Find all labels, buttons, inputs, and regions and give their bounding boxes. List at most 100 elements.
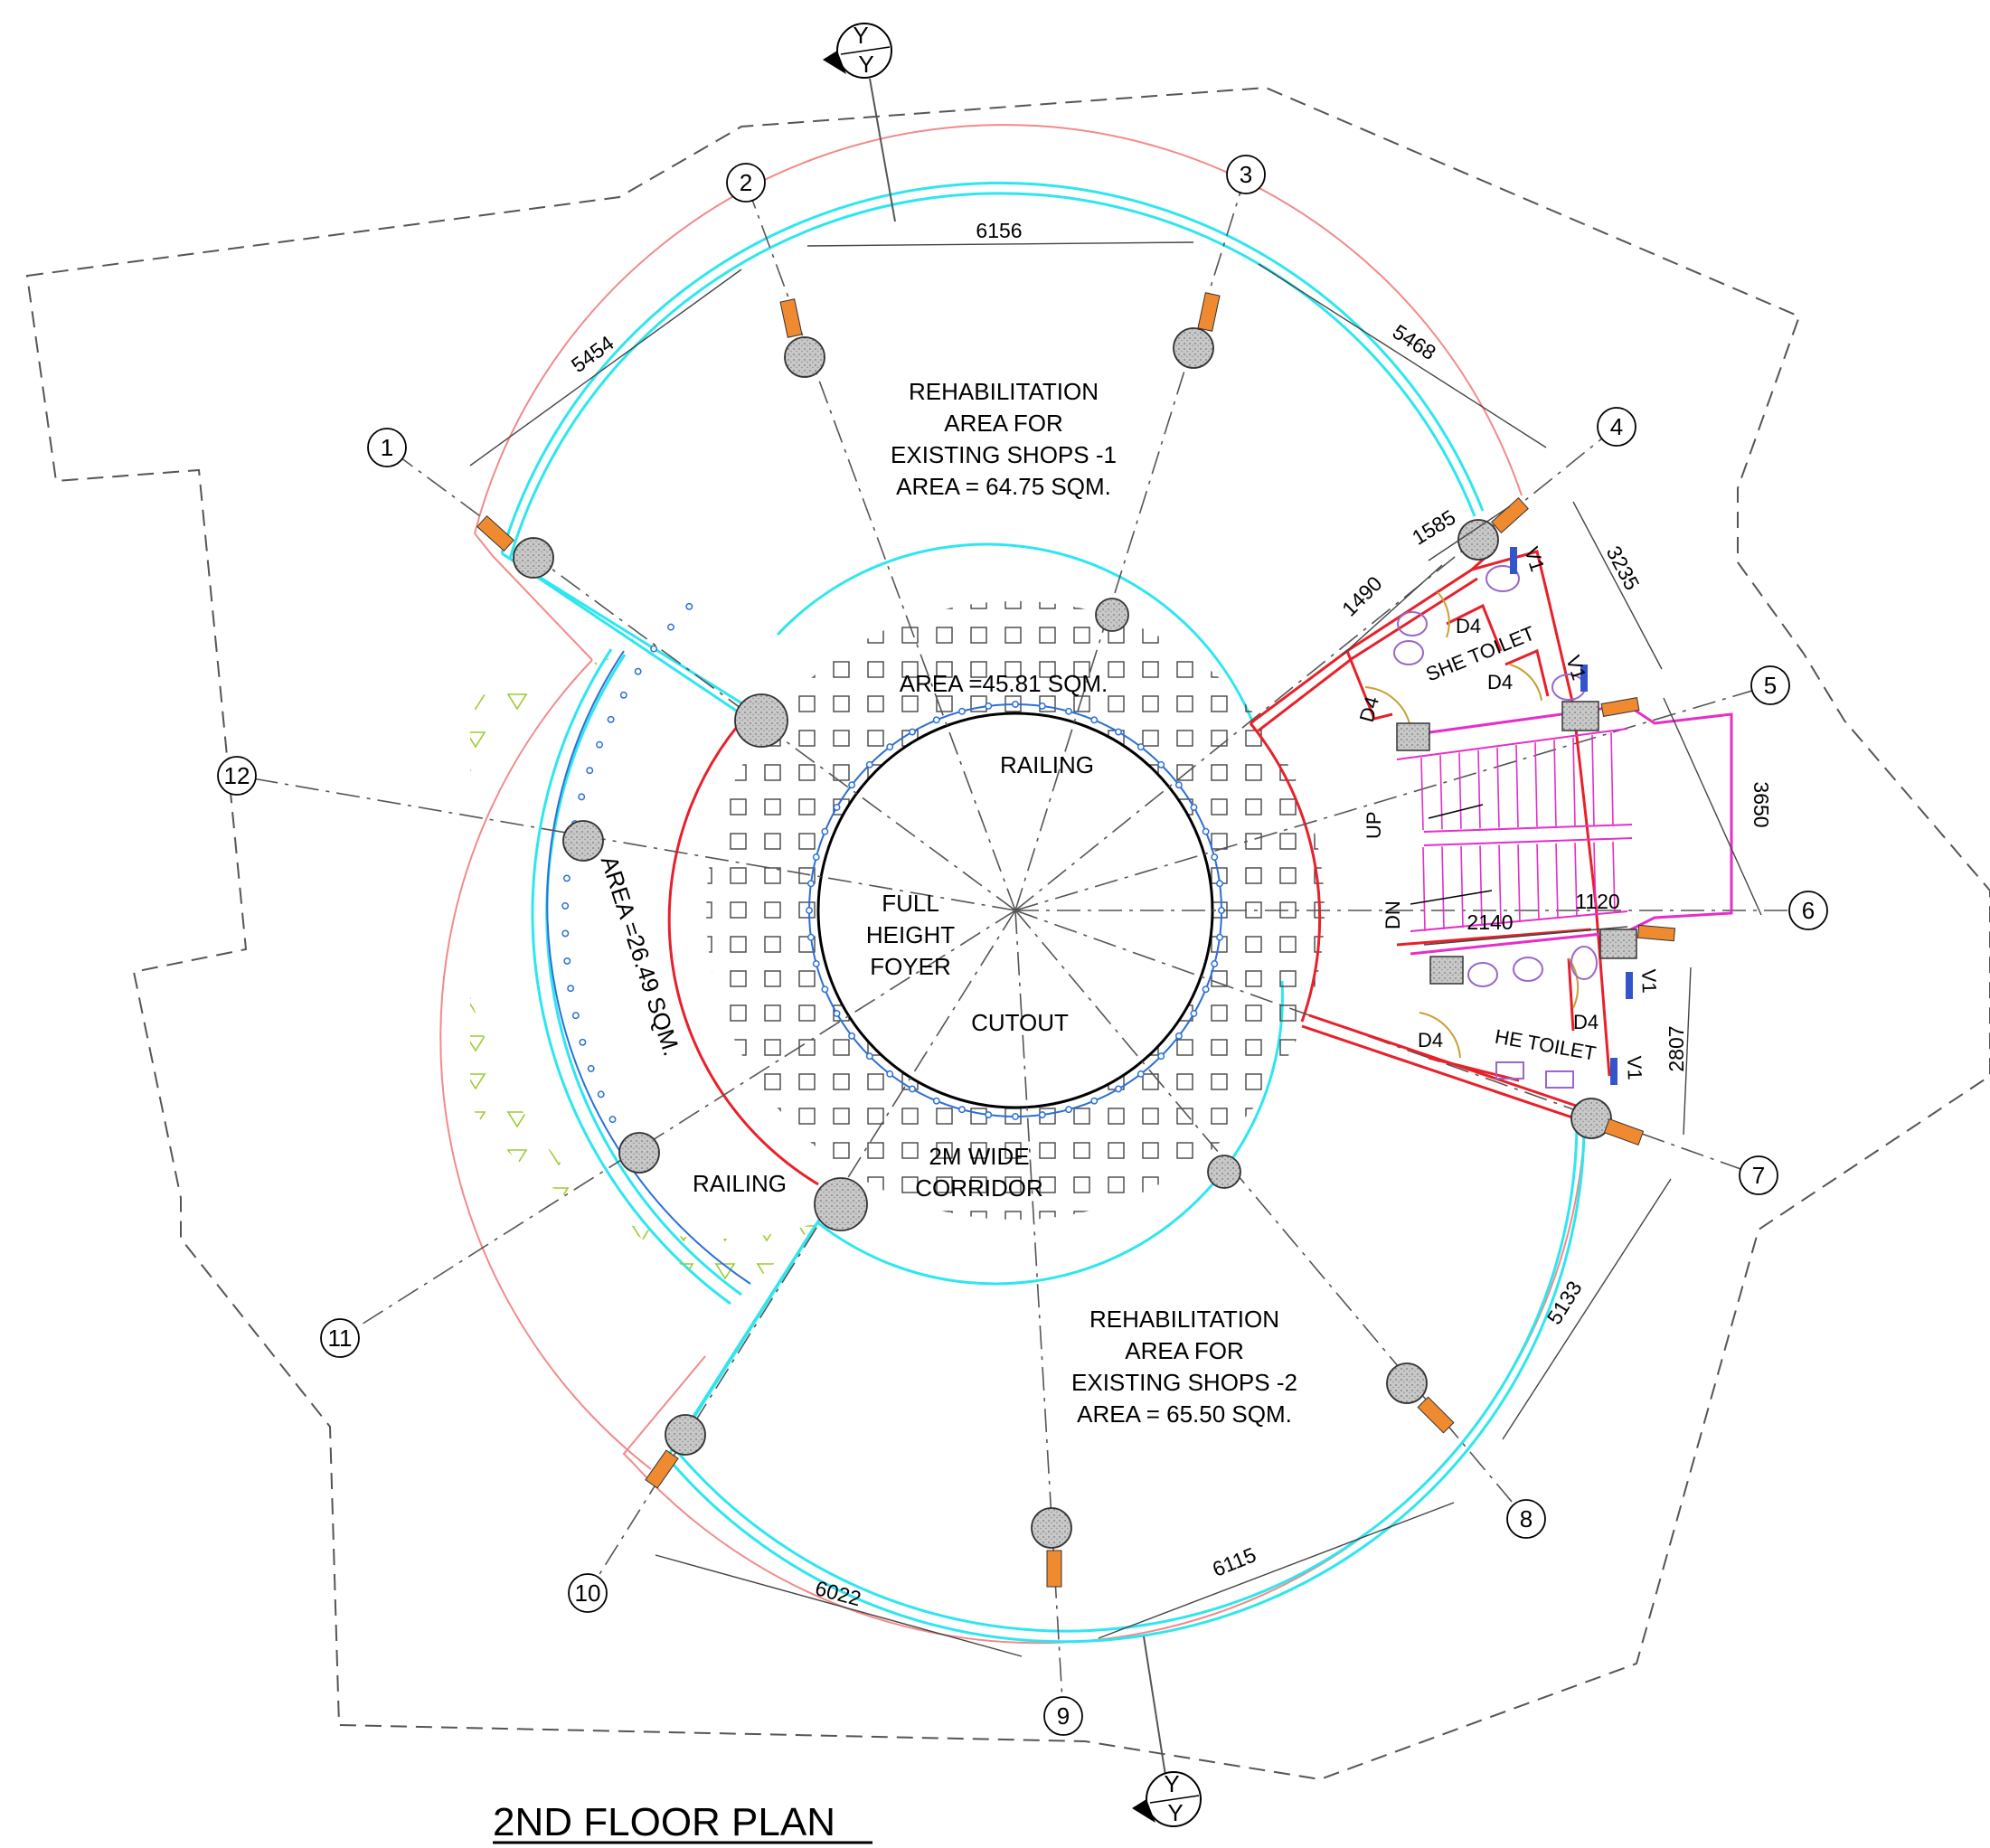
stair-tread [1553, 740, 1557, 826]
grid-bubble: 5 [1750, 665, 1790, 705]
shops1-line2: AREA FOR [944, 410, 1062, 437]
railing-post [1136, 1070, 1145, 1078]
grid-line [1014, 910, 1527, 1520]
column [1095, 598, 1129, 632]
balcony-railing [546, 650, 751, 1285]
stair-tread [1517, 844, 1521, 923]
grid-bubble: 7 [1739, 1155, 1778, 1195]
railing-post [650, 645, 658, 653]
grid-bubble: 6 [1788, 891, 1828, 930]
glazing-outer [500, 181, 1586, 1644]
railing-inner-label: RAILING [1000, 751, 1094, 778]
railing-post [579, 1038, 587, 1046]
stair-tread [1439, 755, 1443, 830]
grid-line [1014, 684, 1771, 911]
plan-title: 2ND FLOOR PLAN [493, 1800, 872, 1844]
railing-post [1090, 716, 1099, 724]
column [734, 693, 788, 748]
railing-post [865, 760, 873, 768]
room-labels: REHABILITATION AREA FOR EXISTING SHOPS -… [596, 378, 1598, 1428]
dim-2807: 2807 [1665, 1025, 1688, 1071]
railing-post [1065, 1106, 1072, 1114]
railing-post [561, 929, 570, 938]
railing-post [1012, 701, 1019, 708]
railing-post [1211, 853, 1219, 861]
shops1-line1: REHABILITATION [909, 378, 1099, 405]
railing-post [634, 667, 642, 675]
railing-post [1012, 1113, 1019, 1120]
column-stub [1603, 1118, 1645, 1146]
railing-post [608, 1116, 617, 1124]
railing-post [1157, 760, 1165, 768]
plan-title-text: 2ND FLOOR PLAN [493, 1800, 835, 1844]
grid-line [236, 775, 1016, 911]
column [513, 537, 554, 579]
railing-post [909, 728, 916, 736]
door-tag-5: D4 [1418, 1029, 1443, 1051]
site-boundary [25, 86, 1990, 1781]
door-tag-2: D4 [1487, 671, 1513, 693]
dim-6115: 6115 [1209, 1542, 1259, 1581]
railing-post [1216, 880, 1223, 888]
railing-post [563, 957, 571, 965]
shops1-line3: EXISTING SHOPS -1 [891, 441, 1117, 468]
railing-post [561, 901, 570, 910]
column [665, 1414, 706, 1456]
stair-tread [1498, 844, 1502, 925]
column-stub [779, 298, 803, 338]
railing-post [578, 793, 586, 801]
grid-bubble: 10 [568, 1573, 608, 1613]
railing-post [1190, 1010, 1198, 1017]
dim-6022: 6022 [813, 1576, 863, 1610]
stair-tread [1591, 734, 1595, 825]
foyer-line2: HEIGHT [866, 921, 955, 948]
railing-post [1174, 1032, 1183, 1040]
door-tag-3: D4 [1355, 694, 1383, 725]
railing-post [932, 1097, 940, 1105]
railing-post [685, 602, 693, 610]
stair-tread [1460, 845, 1464, 929]
grid-bubble: 8 [1506, 1499, 1546, 1539]
corridor-wall-east [1249, 722, 1322, 1023]
stair-tread [1479, 845, 1483, 927]
grid-bubble-label: 12 [224, 762, 250, 789]
railing-post [985, 702, 993, 710]
section-top-upper: Y [853, 22, 868, 49]
stair-tread [1572, 737, 1576, 826]
grid-bubble-label: 2 [740, 169, 752, 196]
column [618, 1132, 660, 1174]
grid-bubble-label: 7 [1752, 1162, 1765, 1189]
column-stub [645, 1449, 679, 1489]
railing-post [865, 1052, 873, 1061]
dim-1490: 1490 [1337, 571, 1387, 621]
shops2-line1: REHABILITATION [1089, 1306, 1279, 1333]
railing-post [1065, 707, 1072, 715]
section-marker-bottom: Y Y [1132, 1636, 1202, 1827]
railing-post [985, 1111, 993, 1118]
railing-post [807, 933, 815, 941]
grid-bubble: 2 [726, 163, 766, 203]
railing-post [1115, 728, 1122, 736]
railing-post [909, 1085, 916, 1093]
grid-bubble-label: 8 [1520, 1505, 1533, 1532]
vent-tag-3: V1 [1637, 968, 1661, 994]
stair-tread [1441, 846, 1445, 930]
grid-bubble-label: 3 [1240, 161, 1252, 188]
stair-dn-label: DN [1382, 900, 1404, 929]
door-tag-4: D4 [1573, 1011, 1599, 1033]
railing-post [571, 1012, 580, 1020]
stair-tread [1422, 846, 1426, 932]
shops2-line3: EXISTING SHOPS -2 [1071, 1369, 1297, 1396]
railing-post [886, 743, 894, 751]
door-tag-1: D4 [1456, 615, 1481, 637]
grid-bubble: 1 [367, 428, 407, 467]
section-bottom-upper: Y [1164, 1770, 1179, 1797]
column [814, 1177, 868, 1231]
railing-post [562, 874, 571, 882]
column-stub [476, 514, 514, 552]
structural-columns [476, 292, 1645, 1588]
stair-up-label: UP [1363, 811, 1385, 839]
dim-5454: 5454 [567, 331, 618, 377]
railing-post [597, 1090, 605, 1098]
